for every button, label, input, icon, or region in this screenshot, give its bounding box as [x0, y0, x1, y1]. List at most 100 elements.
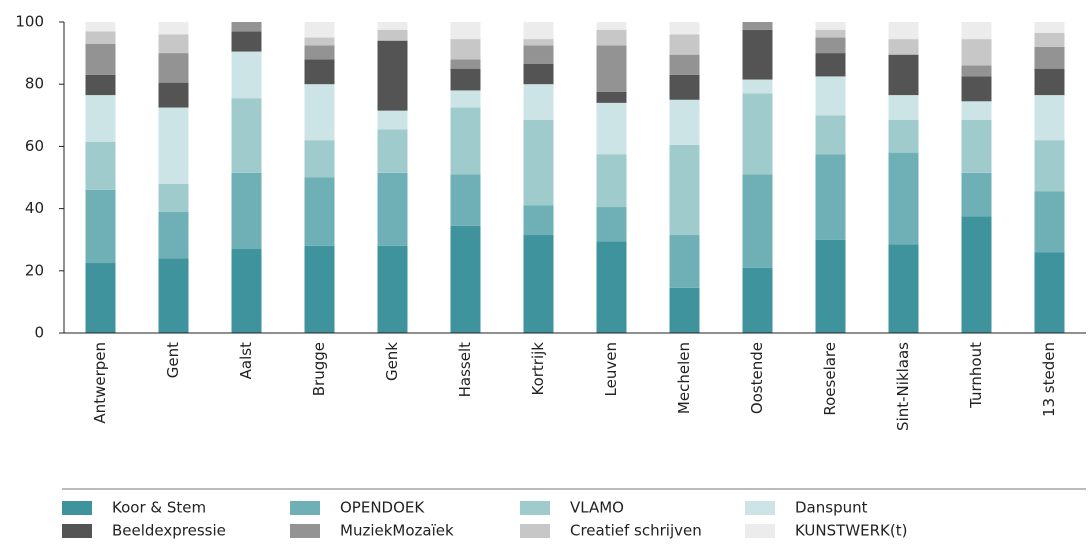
bar-segment [377, 40, 408, 111]
legend-swatch [62, 501, 92, 515]
bar-segment [596, 29, 627, 46]
bar-segment [377, 22, 408, 30]
bar-segment [304, 140, 335, 178]
bar-segment [669, 144, 700, 236]
bar-segment [815, 154, 846, 240]
bar-segment [450, 107, 481, 175]
bar-segment [304, 45, 335, 60]
bar-segment [596, 45, 627, 92]
bar-segment [377, 172, 408, 246]
legend-swatch [290, 501, 320, 515]
bar-segment [888, 39, 919, 55]
legend-swatch [745, 524, 775, 538]
bar-segment [669, 235, 700, 288]
bar-segment [450, 22, 481, 40]
legend-label: MuziekMozaïek [340, 522, 454, 540]
bar-segment [523, 205, 554, 236]
bar-segment [304, 22, 335, 38]
bar-segment [1034, 22, 1065, 33]
bar-segment [377, 129, 408, 173]
bar-segment [888, 95, 919, 120]
legend-label: VLAMO [570, 499, 624, 517]
bar-segment [304, 59, 335, 85]
bar-segment [815, 29, 846, 38]
bar-segment [85, 74, 116, 96]
bar-segment [961, 101, 992, 120]
y-tick-label: 60 [25, 137, 44, 155]
x-tick-label: Turnhout [967, 342, 985, 409]
bar-segment [1034, 252, 1065, 333]
bar-segment [1034, 191, 1065, 253]
bar-segment [1034, 46, 1065, 69]
bar-segment [523, 63, 554, 85]
bar-segment [742, 267, 773, 333]
legend-swatch [520, 501, 550, 515]
bar-segment [815, 22, 846, 30]
legend-label: KUNSTWERK(t) [795, 522, 907, 540]
bar-segment [158, 82, 189, 108]
bar-segment [669, 287, 700, 333]
bar-segment [961, 22, 992, 40]
bar-segment [888, 22, 919, 40]
bar-segment [815, 115, 846, 155]
bar-segment [377, 29, 408, 41]
x-tick-label: Leuven [602, 342, 620, 396]
x-tick-label: Kortrijk [529, 342, 547, 396]
bar-segment [377, 110, 408, 130]
bar-segment [815, 239, 846, 333]
bar-segment [158, 34, 189, 54]
bar-segment [888, 54, 919, 96]
bar-segment [450, 90, 481, 108]
bar-segment [669, 54, 700, 75]
x-tick-label: Roeselare [821, 342, 839, 416]
bar-segment [450, 174, 481, 226]
bar-segment [85, 95, 116, 142]
bar-segment [304, 245, 335, 333]
bar-segment [158, 53, 189, 83]
legend-label: Creatief schrijven [570, 522, 702, 540]
bar-segment [158, 183, 189, 212]
bar-segment [669, 22, 700, 35]
bar-segment [231, 98, 262, 173]
bar-segment [304, 37, 335, 46]
x-tick-label: Aalst [237, 342, 255, 379]
bar-segment [377, 245, 408, 333]
bar-segment [961, 65, 992, 77]
bar-segment [231, 51, 262, 99]
bar-segment [158, 258, 189, 333]
x-tick-label: Sint-Niklaas [894, 342, 912, 431]
bar-segment [158, 211, 189, 259]
bar-segment [961, 172, 992, 217]
bar-segment [596, 91, 627, 103]
bar-segment [669, 34, 700, 55]
bar-segment [596, 102, 627, 155]
bar-segment [523, 45, 554, 64]
x-tick-label: 13 steden [1040, 342, 1058, 417]
bar-segment [815, 53, 846, 77]
x-tick-label: Antwerpen [91, 342, 109, 424]
bar-segment [815, 37, 846, 54]
y-tick-label: 80 [25, 75, 44, 93]
legend-label: Danspunt [795, 499, 868, 517]
bar-segment [450, 59, 481, 69]
bar-segment [1034, 140, 1065, 192]
bar-segment [961, 119, 992, 173]
bar-segment [85, 22, 116, 32]
bar-segment [158, 107, 189, 184]
bar-segment [304, 177, 335, 246]
bar-segment [158, 22, 189, 35]
bar-segment [742, 93, 773, 175]
bar-segment [888, 244, 919, 333]
bar-segment [742, 174, 773, 268]
bar-segment [523, 119, 554, 206]
bar-segment [523, 22, 554, 40]
legend-swatch [745, 501, 775, 515]
x-tick-label: Mechelen [675, 342, 693, 414]
bar-segment [596, 22, 627, 30]
bar-segment [304, 84, 335, 141]
bar-segment [450, 39, 481, 60]
bar-segment [961, 76, 992, 102]
bar-segment [815, 76, 846, 116]
bar-segment [450, 68, 481, 91]
